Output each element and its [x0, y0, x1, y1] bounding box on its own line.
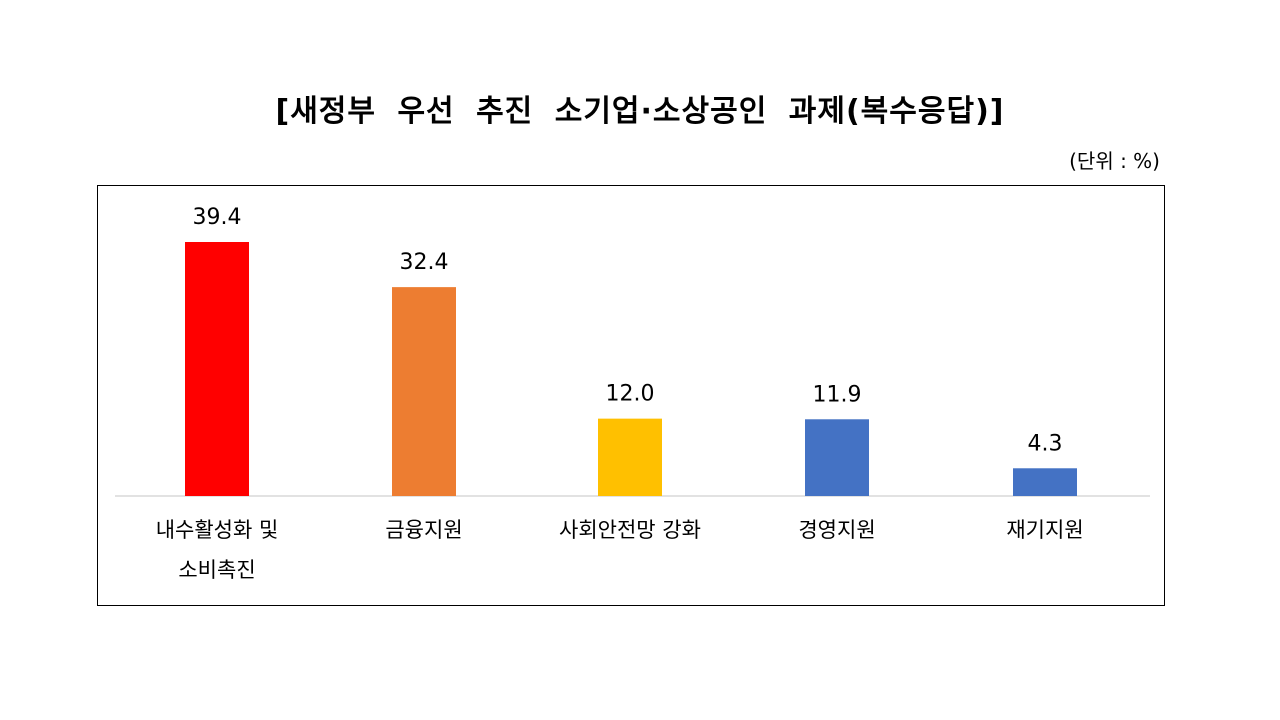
bar-0	[185, 242, 249, 496]
bar-3	[805, 419, 869, 496]
chart-title: [새정부 우선 추진 소기업·소상공인 과제(복수응답)]	[275, 94, 1005, 129]
category-label-4-0: 재기지원	[1006, 518, 1083, 542]
category-label-3-0: 경영지원	[798, 518, 875, 542]
unit-label: (단위 : %)	[1069, 149, 1160, 173]
plot-frame	[97, 185, 1165, 606]
value-label-1: 32.4	[400, 250, 449, 275]
value-label-3: 11.9	[813, 382, 862, 407]
bar-1	[392, 287, 456, 496]
bar-2	[598, 418, 662, 496]
bar-4	[1013, 468, 1077, 496]
category-label-0-1: 소비촉진	[178, 558, 255, 582]
category-label-1-0: 금융지원	[385, 518, 462, 542]
category-label-2-0: 사회안전망 강화	[559, 518, 701, 542]
category-label-0-0: 내수활성화 및	[156, 518, 279, 542]
value-label-0: 39.4	[193, 205, 242, 230]
value-label-2: 12.0	[606, 382, 655, 407]
value-label-4: 4.3	[1028, 431, 1063, 456]
